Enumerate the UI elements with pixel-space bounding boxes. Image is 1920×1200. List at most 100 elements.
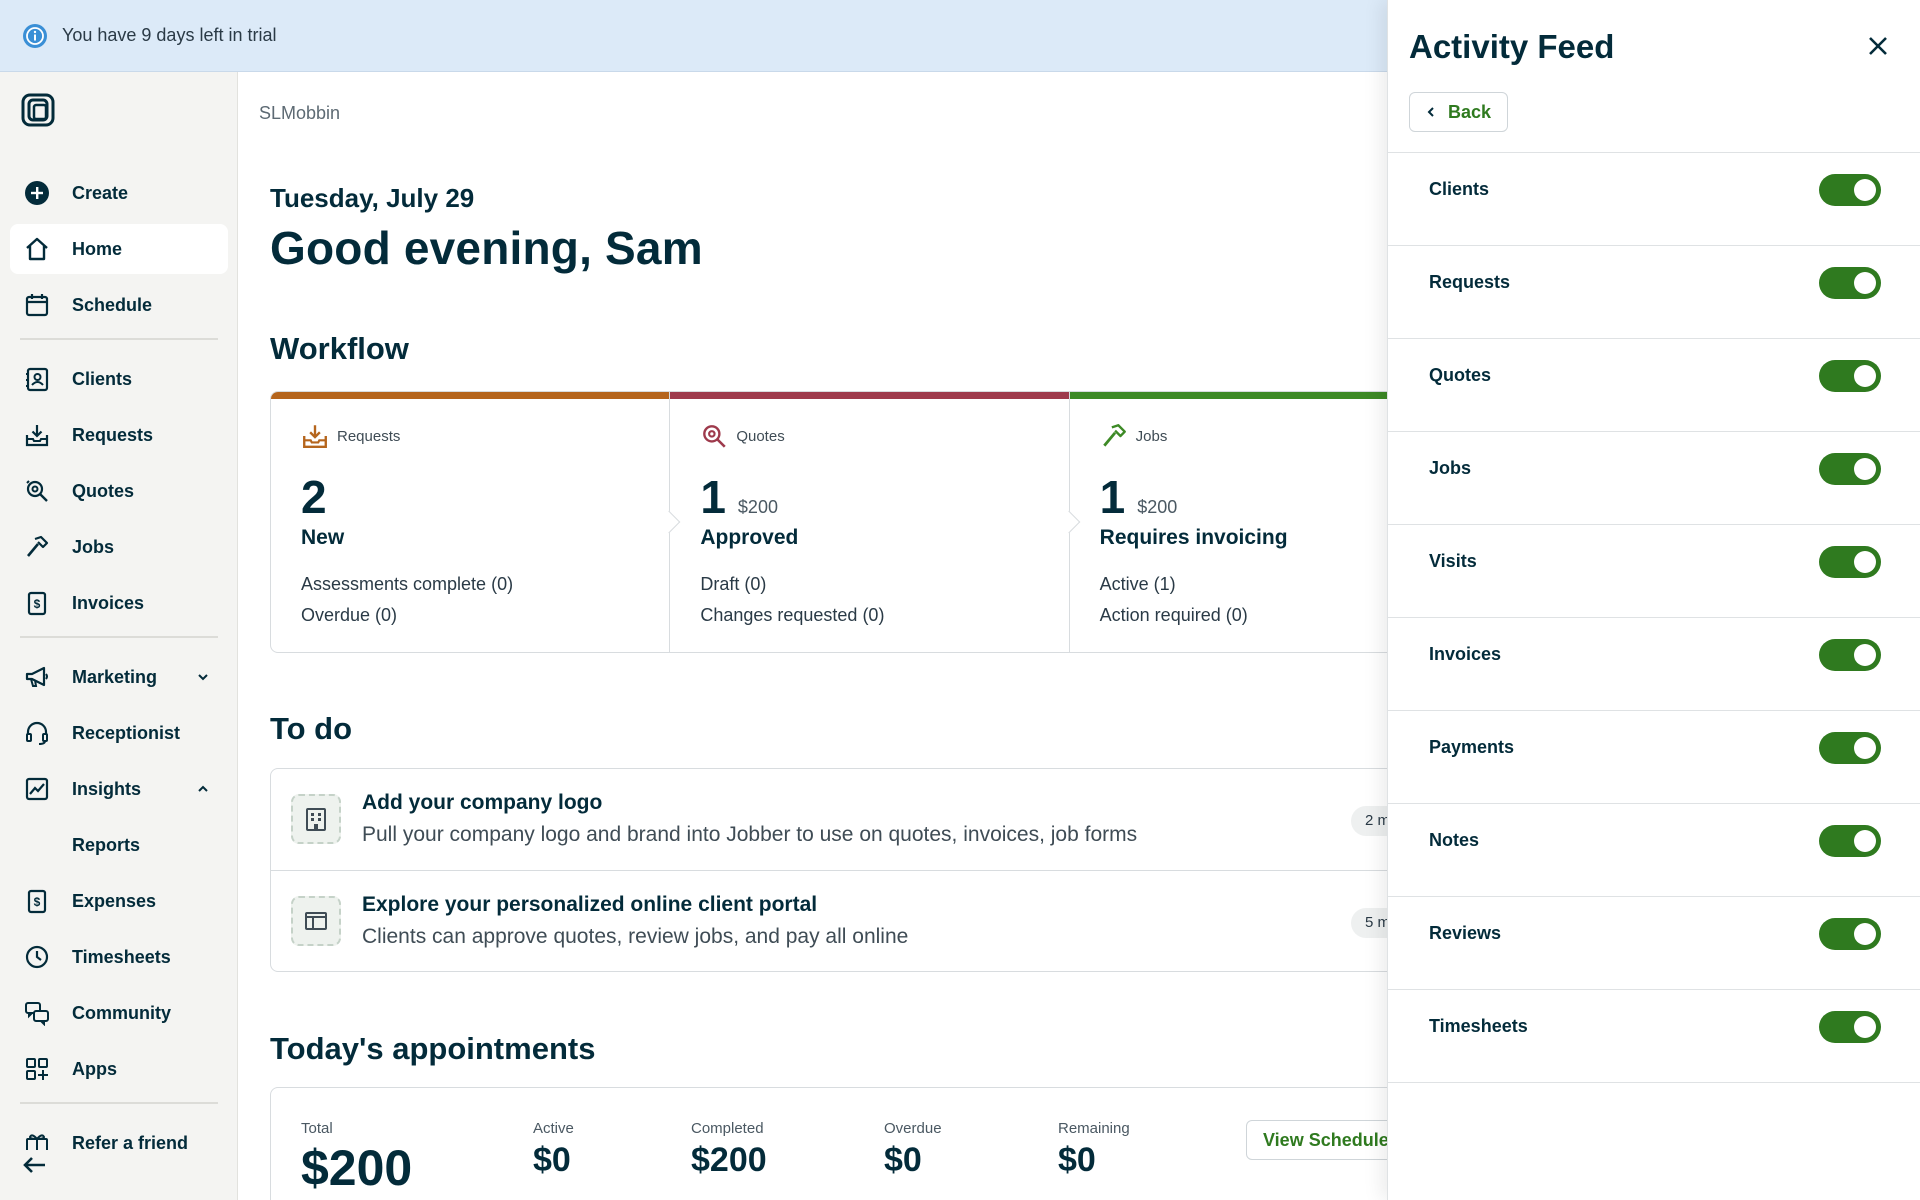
workflow-color-bar	[1069, 392, 1389, 399]
inbox-download-icon	[22, 420, 52, 450]
workflow-card-title: Requests	[337, 427, 401, 445]
sidebar-item-label: Invoices	[72, 592, 145, 613]
sidebar-item-receptionist[interactable]: Receptionist	[10, 708, 228, 758]
sidebar-item-clients[interactable]: Clients	[10, 354, 228, 404]
sidebar-nav: Create Home Schedule Clients Requests Qu…	[10, 168, 228, 1174]
feed-filter-invoices: Invoices	[1388, 618, 1920, 711]
sidebar-item-requests[interactable]: Requests	[10, 410, 228, 460]
sidebar-item-timesheets[interactable]: Timesheets	[10, 932, 228, 982]
quotes-toggle[interactable]	[1819, 360, 1881, 392]
toggle-knob	[1854, 551, 1876, 573]
feed-filter-notes: Notes	[1388, 804, 1920, 897]
workflow-card-quotes[interactable]: Quotes 1 $200 Approved Draft (0) Changes…	[670, 392, 1080, 652]
feed-filter-label: Payments	[1429, 737, 1515, 757]
workflow-detail-link[interactable]: Action required (0)	[1099, 605, 1248, 625]
stat-label: Active	[533, 1120, 574, 1137]
workflow-status: Approved	[700, 526, 799, 549]
stat-label: Completed	[691, 1120, 764, 1137]
activity-feed-panel: Activity Feed Back Clients Requests Quot…	[1387, 0, 1920, 1200]
toggle-knob	[1854, 272, 1876, 294]
plus-circle-icon	[22, 178, 52, 208]
appointments-title: Today's appointments	[270, 1031, 596, 1066]
appointments-card: Total $200 Active $0 Completed $200 Over…	[270, 1087, 1389, 1200]
sidebar: Create Home Schedule Clients Requests Qu…	[0, 72, 238, 1200]
magnifier-quote-icon	[700, 422, 728, 450]
sidebar-item-marketing[interactable]: Marketing	[10, 652, 228, 702]
contact-card-icon	[22, 364, 52, 394]
sidebar-item-label: Requests	[72, 424, 154, 445]
todo-title: To do	[270, 711, 353, 746]
clock-icon	[22, 942, 52, 972]
sidebar-item-quotes[interactable]: Quotes	[10, 466, 228, 516]
view-schedule-button[interactable]: View Schedule	[1246, 1120, 1389, 1160]
collapse-sidebar-arrow-icon[interactable]	[20, 1150, 50, 1180]
feed-filter-visits: Visits	[1388, 525, 1920, 618]
workflow-count: 1	[1099, 471, 1126, 523]
sidebar-item-community[interactable]: Community	[10, 988, 228, 1038]
sidebar-item-expenses[interactable]: $ Expenses	[10, 876, 228, 926]
close-icon[interactable]	[1862, 30, 1894, 62]
chat-bubbles-icon	[22, 998, 52, 1028]
sidebar-item-insights[interactable]: Insights	[10, 764, 228, 814]
back-button[interactable]: Back	[1409, 92, 1509, 132]
timesheets-toggle[interactable]	[1819, 1011, 1881, 1043]
feed-filter-jobs: Jobs	[1388, 432, 1920, 525]
invoices-toggle[interactable]	[1819, 639, 1881, 671]
main-content: SLMobbin Tuesday, July 29 Good evening, …	[239, 73, 1389, 1200]
sidebar-item-apps[interactable]: Apps	[10, 1044, 228, 1094]
visits-toggle[interactable]	[1819, 546, 1881, 578]
stat-value: $0	[884, 1141, 922, 1179]
feed-filter-label: Visits	[1429, 551, 1477, 571]
feed-filter-label: Timesheets	[1429, 1016, 1528, 1036]
workflow-amount: $200	[737, 497, 778, 517]
feed-filter-list: Clients Requests Quotes Jobs Visits Invo…	[1388, 152, 1920, 1083]
notes-toggle[interactable]	[1819, 825, 1881, 857]
requests-toggle[interactable]	[1819, 267, 1881, 299]
workflow-detail-link[interactable]: Active (1)	[1099, 574, 1176, 594]
payments-toggle[interactable]	[1819, 732, 1881, 764]
feed-filter-label: Requests	[1429, 272, 1511, 292]
workflow-card-jobs[interactable]: Jobs 1 $200 Requires invoicing Active (1…	[1069, 392, 1389, 652]
chevron-down-icon[interactable]	[194, 668, 212, 686]
todo-item[interactable]: Explore your personalized online client …	[271, 871, 1389, 971]
back-button-label: Back	[1448, 101, 1492, 122]
jobber-logo-icon[interactable]	[20, 92, 56, 128]
todo-item[interactable]: Add your company logo Pull your company …	[271, 769, 1389, 871]
sidebar-item-reports[interactable]: Reports	[10, 820, 228, 870]
dollar-document-icon: $	[22, 886, 52, 916]
stat-completed: Completed $200	[691, 1120, 767, 1180]
sidebar-item-label: Schedule	[72, 294, 153, 315]
nav-divider	[20, 338, 218, 340]
workflow-card-requests[interactable]: Requests 2 New Assessments complete (0) …	[271, 392, 681, 652]
sidebar-item-label: Marketing	[72, 666, 158, 687]
sidebar-item-label: Create	[72, 182, 129, 203]
sidebar-item-label: Refer a friend	[72, 1132, 189, 1153]
clients-toggle[interactable]	[1819, 174, 1881, 206]
sidebar-item-jobs[interactable]: Jobs	[10, 522, 228, 572]
browser-window-icon	[291, 896, 341, 946]
sidebar-item-schedule[interactable]: Schedule	[10, 280, 228, 330]
workflow-detail-link[interactable]: Assessments complete (0)	[301, 574, 514, 594]
jobs-toggle[interactable]	[1819, 453, 1881, 485]
sidebar-item-label: Insights	[72, 778, 142, 799]
reviews-toggle[interactable]	[1819, 918, 1881, 950]
workflow-detail-link[interactable]: Draft (0)	[700, 574, 767, 594]
todo-item-desc: Clients can approve quotes, review jobs,…	[362, 925, 909, 948]
workflow-detail-link[interactable]: Overdue (0)	[301, 605, 398, 625]
feed-filter-reviews: Reviews	[1388, 897, 1920, 990]
sidebar-item-invoices[interactable]: $ Invoices	[10, 578, 228, 628]
stat-label: Overdue	[884, 1120, 942, 1137]
breadcrumb[interactable]: SLMobbin	[259, 103, 341, 123]
workflow-count: 2	[301, 471, 327, 523]
feed-filter-label: Jobs	[1429, 458, 1472, 478]
sidebar-item-home[interactable]: Home	[10, 224, 228, 274]
stat-remaining: Remaining $0	[1058, 1120, 1130, 1180]
workflow-detail-link[interactable]: Changes requested (0)	[700, 605, 885, 625]
feed-filter-clients: Clients	[1388, 153, 1920, 246]
building-icon	[291, 794, 341, 844]
chevron-up-icon[interactable]	[194, 780, 212, 798]
workflow-status: New	[301, 526, 345, 549]
feed-filter-label: Quotes	[1429, 365, 1492, 385]
hammer-icon	[22, 532, 52, 562]
sidebar-item-create[interactable]: Create	[10, 168, 228, 218]
